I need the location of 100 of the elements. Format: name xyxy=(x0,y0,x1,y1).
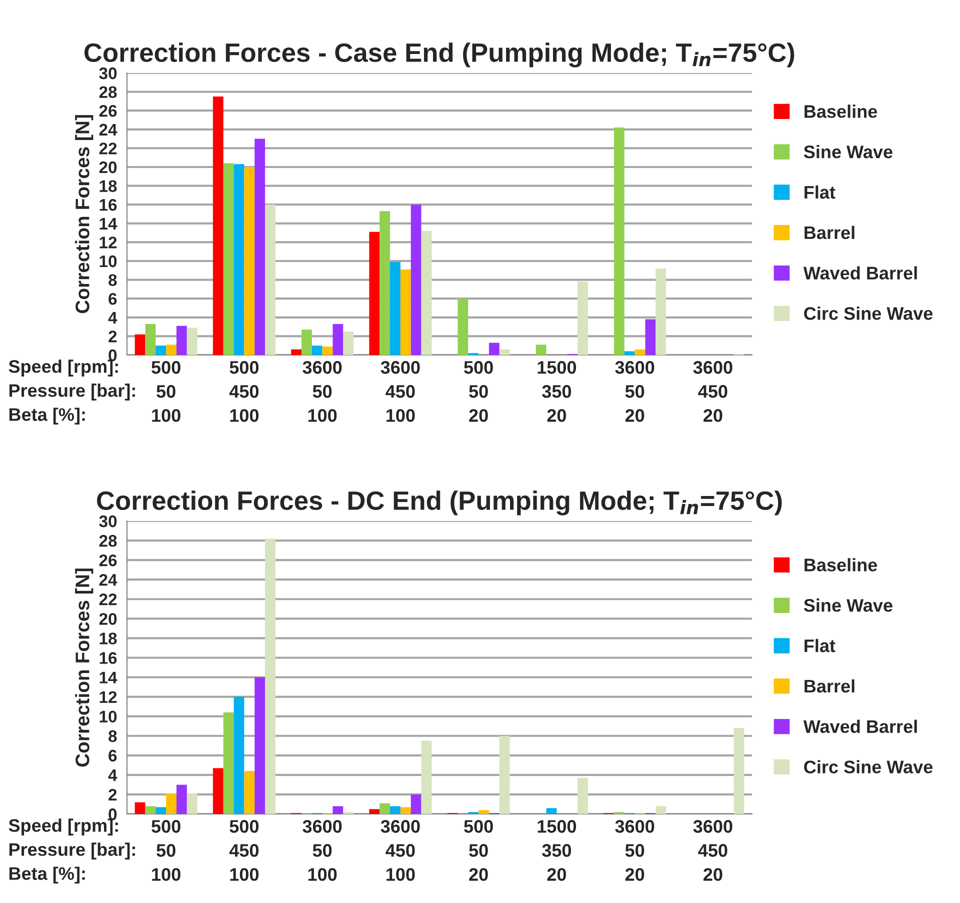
y-tick-label: 16 xyxy=(100,199,117,211)
chart-title: Correction Forces - DC End (Pumping Mode; T$_{in}$=75°C) xyxy=(97,490,782,516)
legend-label: Sine Wave xyxy=(804,145,892,158)
y-tick-label: 12 xyxy=(100,236,117,248)
bar xyxy=(421,740,432,814)
y-tick-label: 28 xyxy=(99,86,117,98)
bar xyxy=(134,802,146,814)
bar xyxy=(421,230,432,355)
text: Beta [%]: xyxy=(9,408,85,425)
text: Pressure [bar]: xyxy=(9,842,135,860)
bar xyxy=(212,768,224,814)
bar xyxy=(145,324,156,355)
bar xyxy=(380,803,390,814)
bar xyxy=(265,538,276,814)
bar xyxy=(312,346,322,355)
y-tick-label: 2 xyxy=(108,788,117,801)
bar xyxy=(254,677,266,814)
bar xyxy=(212,96,224,355)
y-tick-label: 6 xyxy=(108,750,117,762)
legend-label: Flat xyxy=(804,185,836,199)
bar xyxy=(369,232,380,355)
bar xyxy=(458,298,468,355)
legend-label: Barrel xyxy=(804,679,854,693)
bar xyxy=(400,269,411,355)
bar xyxy=(332,324,344,355)
x-tick-label: 500 450 100 xyxy=(229,361,259,422)
bar xyxy=(145,806,156,814)
bar xyxy=(265,204,276,355)
bar xyxy=(301,330,312,355)
legend-label: Circ Sine Wave xyxy=(804,760,933,774)
y-tick-label: 12 xyxy=(100,691,117,703)
bar xyxy=(614,128,624,355)
x-tick-label: 3600 450 20 xyxy=(693,820,732,881)
y-tick-label: 10 xyxy=(100,255,117,268)
y-tick-label: 10 xyxy=(100,710,117,723)
x-tick-label: 3600 450 100 xyxy=(380,820,420,881)
bar xyxy=(176,784,187,814)
bar xyxy=(166,344,176,355)
y-tick-label: 2 xyxy=(108,330,117,342)
y-tick-label: 4 xyxy=(108,312,118,324)
y-tick-label: 20 xyxy=(99,161,117,174)
y-tick-label: 26 xyxy=(99,105,117,117)
x-tick-label: 1500 350 20 xyxy=(538,820,576,881)
bar xyxy=(390,262,400,355)
legend-label: Flat xyxy=(804,638,836,652)
y-tick-label: 8 xyxy=(108,274,117,286)
bar xyxy=(656,268,666,355)
x-tick-label: 3600 450 100 xyxy=(380,361,420,422)
y-tick-label: 8 xyxy=(108,730,117,742)
y-axis-title: Correction Forces [N] xyxy=(75,115,94,314)
legend-label: Waved Barrel xyxy=(803,266,917,280)
y-tick-label: 14 xyxy=(100,672,118,684)
bar xyxy=(488,342,500,355)
bar xyxy=(254,138,266,355)
x-tick-label: 3600 50 20 xyxy=(615,820,654,881)
y-tick-label: 26 xyxy=(99,554,117,566)
text: Beta [%]: xyxy=(9,866,85,884)
y-tick-label: 14 xyxy=(100,218,118,230)
x-tick-label: 500 50 20 xyxy=(464,361,493,422)
y-tick-label: 4 xyxy=(108,770,118,781)
y-tick-label: 22 xyxy=(99,594,117,606)
chart-title: Correction Forces - Case End (Pumping Mode; T$_{in}$=75°C) xyxy=(84,42,794,68)
bar xyxy=(734,728,744,814)
bar xyxy=(645,319,656,355)
y-tick-label: 18 xyxy=(100,632,117,644)
text: Speed [rpm]: xyxy=(8,818,118,836)
bar xyxy=(156,346,166,355)
bar xyxy=(234,696,244,814)
bar xyxy=(624,351,635,355)
x-tick-label: 1500 350 20 xyxy=(538,361,576,422)
bar xyxy=(380,211,390,355)
y-tick-label: 20 xyxy=(99,613,117,625)
bar xyxy=(499,349,510,355)
text: Pressure [bar]: xyxy=(9,384,135,400)
legend-label: Barrel xyxy=(804,226,854,240)
x-tick-label: 500 50 20 xyxy=(464,820,493,881)
bar xyxy=(400,807,411,814)
bar xyxy=(332,806,344,814)
y-axis-title: Correction Forces [N] xyxy=(75,568,94,767)
x-tick-label: 3600 450 20 xyxy=(693,361,732,422)
y-tick-label: 16 xyxy=(100,652,117,664)
y-tick-label: 30 xyxy=(99,67,117,80)
x-tick-label: 3600 50 100 xyxy=(302,361,342,422)
x-tick-label: 500 50 100 xyxy=(152,820,180,881)
bar xyxy=(410,794,422,814)
bar xyxy=(186,328,198,355)
bar xyxy=(478,810,489,814)
legend-label: Waved Barrel xyxy=(803,720,917,733)
bar xyxy=(223,712,234,814)
x-tick-label: 3600 50 20 xyxy=(615,361,654,422)
bar xyxy=(244,167,255,355)
bar xyxy=(390,806,400,814)
bar xyxy=(234,164,244,355)
y-tick-label: 28 xyxy=(99,534,117,547)
bar xyxy=(166,793,176,814)
x-tick-label: 500 50 100 xyxy=(152,361,180,422)
bar xyxy=(186,793,198,814)
legend-label: Circ Sine Wave xyxy=(804,306,933,320)
bar xyxy=(656,806,666,814)
bar xyxy=(244,771,255,814)
